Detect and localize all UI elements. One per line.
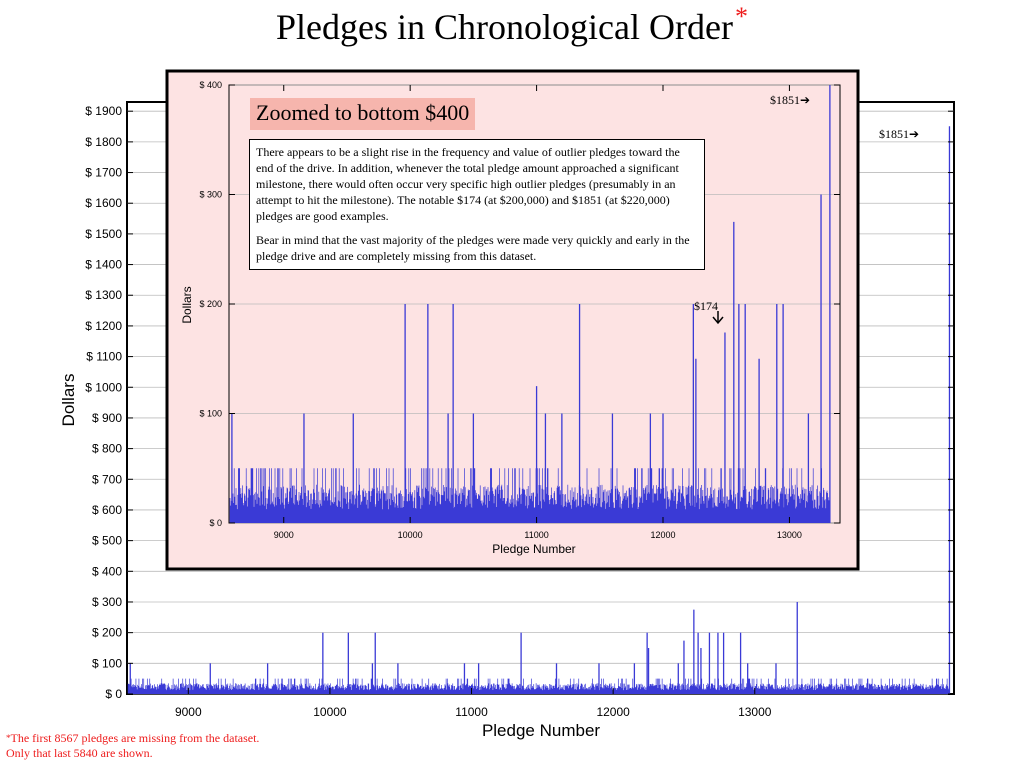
x-tick-label: 9000 [274,530,294,540]
zoom-annotation-174: $174 [694,299,718,313]
y-tick-label: $ 1600 [85,196,122,210]
x-tick-label: 13000 [777,530,802,540]
x-tick-label: 12000 [596,705,630,719]
y-tick-label: $ 200 [92,626,122,640]
y-tick-label: $ 100 [92,656,122,670]
y-tick-label: $ 100 [199,409,222,419]
zoom-note: There appears to be a slight rise in the… [249,139,705,270]
title-text: Pledges in Chronological Order [276,7,733,47]
main-y-axis: $ 0 $ 100 $ 200 $ 300 $ 400 $ 500 $ 600 $ 700 $ … [85,104,954,701]
y-tick-label: $ 0 [209,518,222,528]
y-tick-label: $ 1500 [85,227,122,241]
footnote-line-2: Only that last 5840 are shown. [6,746,153,760]
main-x-axis-title: Pledge Number [482,721,600,740]
footnote-marker: * [6,733,11,743]
y-tick-label: $ 700 [92,472,122,486]
title-asterisk: * [734,2,748,31]
y-tick-label: $ 1900 [85,104,122,118]
y-tick-label: $ 0 [105,687,122,701]
y-tick-label: $ 1000 [85,380,122,394]
footnote: *The first 8567 pledges are missing from… [6,731,259,761]
main-x-axis: 9000 10000 11000 12000 13000 [175,102,772,719]
x-tick-label: 11000 [524,530,548,540]
x-tick-label: 10000 [398,530,423,540]
zoom-note-paragraph-1: There appears to be a slight rise in the… [256,145,680,223]
y-tick-label: $ 300 [92,595,122,609]
y-tick-label: $ 800 [92,442,122,456]
main-bars [127,126,951,694]
y-tick-label: $ 1200 [85,319,122,333]
y-tick-label: $ 900 [92,411,122,425]
page-title: Pledges in Chronological Order* [0,2,1024,48]
zoom-caption: Zoomed to bottom $400 [250,98,476,130]
x-tick-label: 13000 [738,705,772,719]
zoom-x-axis: 9000 10000 11000 12000 13000 [274,85,802,540]
zoom-y-axis: $ 0 $ 100 $ 200 $ 300 $ 400 [199,80,840,528]
main-y-axis-title: Dollars [59,374,78,427]
x-tick-label: 9000 [175,705,202,719]
pledge-bars-bulk [127,678,950,694]
main-annotation-1851: $1851➔ [879,127,919,141]
y-tick-label: $ 1700 [85,166,122,180]
y-tick-label: $ 500 [92,534,122,548]
footnote-text-1: The first 8567 pledges are missing from … [10,731,260,745]
y-tick-label: $ 1800 [85,135,122,149]
annotation-174-arrow-icon [712,311,724,325]
x-tick-label: 11000 [455,705,488,719]
y-tick-label: $ 1400 [85,258,122,272]
zoom-x-axis-title: Pledge Number [492,542,575,556]
y-tick-label: $ 400 [92,564,122,578]
y-tick-label: $ 200 [199,299,222,309]
zoom-y-axis-title: Dollars [180,286,194,323]
y-tick-label: $ 600 [92,503,122,517]
x-tick-label: 10000 [313,705,347,719]
zoom-bars [229,85,831,523]
x-tick-label: 12000 [650,530,675,540]
y-tick-label: $ 400 [199,80,222,90]
y-tick-label: $ 1100 [86,350,122,364]
y-tick-label: $ 300 [199,190,222,200]
footnote-line-1: *The first 8567 pledges are missing from… [6,731,259,746]
zoom-note-paragraph-2: Bear in mind that the vast majority of t… [256,233,690,263]
y-tick-label: $ 1300 [85,288,122,302]
zoom-annotation-1851: $1851➔ [770,93,810,107]
